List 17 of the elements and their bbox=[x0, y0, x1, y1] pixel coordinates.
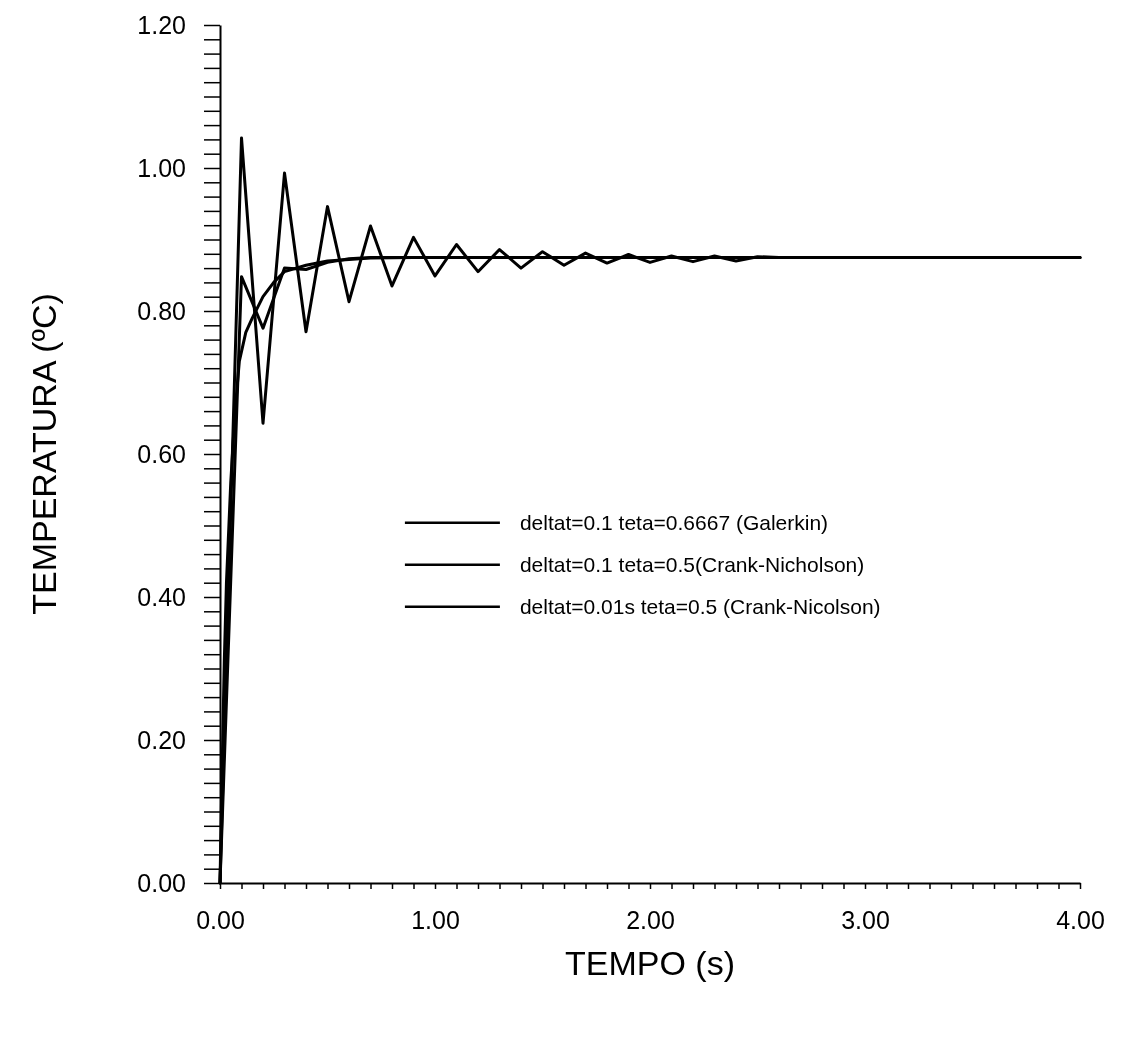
y-tick-label: 0.40 bbox=[137, 582, 186, 611]
x-tick-label: 2.00 bbox=[626, 905, 675, 934]
x-tick-label: 1.00 bbox=[411, 905, 460, 934]
y-tick-label: 0.00 bbox=[137, 868, 186, 897]
x-tick-label: 0.00 bbox=[196, 905, 245, 934]
y-tick-label: 0.60 bbox=[137, 439, 186, 468]
legend-label: deltat=0.1 teta=0.5(Crank-Nicholson) bbox=[519, 552, 865, 576]
x-axis-title: TEMPO (s) bbox=[565, 944, 735, 982]
legend-label: deltat=0.1 teta=0.6667 (Galerkin) bbox=[519, 510, 829, 534]
x-tick-label: 3.00 bbox=[841, 905, 890, 934]
y-tick-label: 0.20 bbox=[137, 725, 186, 754]
legend-label: deltat=0.01s teta=0.5 (Crank-Nicolson) bbox=[519, 594, 881, 618]
y-tick-label: 0.80 bbox=[137, 296, 186, 325]
y-axis-title: TEMPERATURA (ºC) bbox=[25, 293, 63, 615]
y-tick-label: 1.00 bbox=[137, 153, 186, 182]
x-tick-label: 4.00 bbox=[1056, 905, 1105, 934]
y-tick-label: 1.20 bbox=[137, 10, 186, 39]
